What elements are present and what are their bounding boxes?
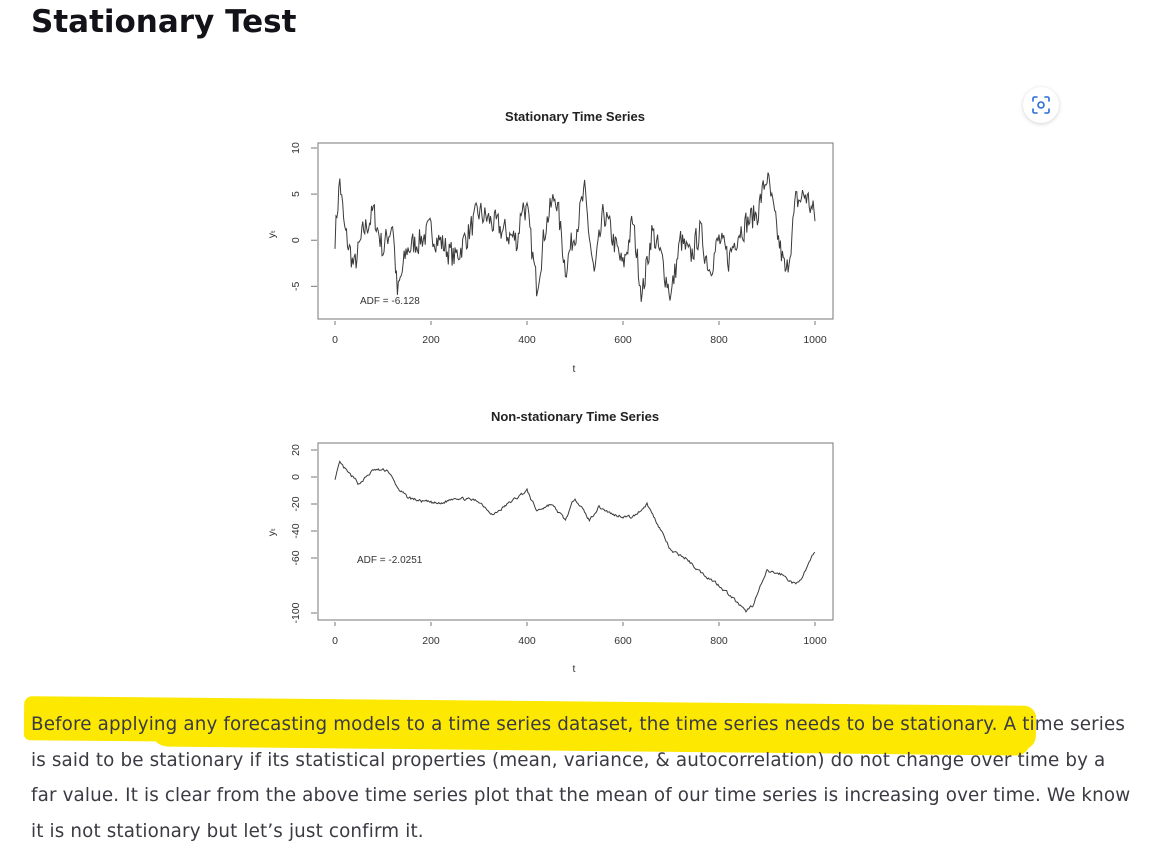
y-tick-label: 5 xyxy=(290,191,302,197)
x-tick-label: 400 xyxy=(518,635,536,647)
y-axis-label: yₜ xyxy=(266,528,278,536)
section-heading: Stationary Test xyxy=(31,4,297,40)
x-tick-label: 600 xyxy=(614,635,632,647)
stationary-panel: Stationary Time Series 0 200 400 600 800 1000… xyxy=(266,109,834,375)
y-tick-label: -20 xyxy=(290,496,302,511)
x-tick-label: 0 xyxy=(332,334,338,346)
x-tick-label: 0 xyxy=(332,635,338,647)
body-paragraph: Before applying any forecasting models t… xyxy=(31,707,1131,849)
adf-annotation: ADF = -2.0251 xyxy=(357,555,423,566)
adf-annotation: ADF = -6.128 xyxy=(360,296,420,307)
x-tick-label: 600 xyxy=(614,334,632,346)
zoom-image-button[interactable] xyxy=(1023,87,1059,123)
x-tick-label: 200 xyxy=(422,334,440,346)
y-tick-label: -100 xyxy=(290,602,302,623)
chart-title: Stationary Time Series xyxy=(505,109,645,124)
chart-title: Non-stationary Time Series xyxy=(491,409,659,424)
time-series-figure: Stationary Time Series 0 200 400 600 800 1000… xyxy=(255,100,855,685)
y-tick-label: -40 xyxy=(290,523,302,538)
y-axis-label: yₜ xyxy=(266,230,278,238)
y-tick-label: 0 xyxy=(290,474,302,480)
series-line xyxy=(334,460,816,613)
x-tick-label: 1000 xyxy=(803,635,827,647)
y-tick-label: 10 xyxy=(290,142,302,154)
paragraph-rest: A time series is said to be stationary i… xyxy=(31,714,1131,842)
non-stationary-panel: Non-stationary Time Series 0 200 400 600 800… xyxy=(266,409,834,675)
highlighted-sentence: Before applying any forecasting models t… xyxy=(31,714,998,735)
y-tick-label: -5 xyxy=(290,282,302,291)
plot-frame xyxy=(317,142,834,320)
y-tick-label: 0 xyxy=(290,237,302,243)
x-tick-label: 800 xyxy=(710,635,728,647)
x-tick-label: 800 xyxy=(710,334,728,346)
y-tick-label: 20 xyxy=(290,444,302,456)
x-axis-label: t xyxy=(573,663,576,675)
scan-focus-icon xyxy=(1032,96,1050,114)
series-line xyxy=(334,172,816,302)
x-tick-label: 400 xyxy=(518,334,536,346)
x-axis-label: t xyxy=(573,363,576,375)
x-tick-label: 200 xyxy=(422,635,440,647)
x-tick-label: 1000 xyxy=(803,334,827,346)
y-tick-label: -60 xyxy=(290,550,302,565)
plot-frame xyxy=(317,442,834,621)
